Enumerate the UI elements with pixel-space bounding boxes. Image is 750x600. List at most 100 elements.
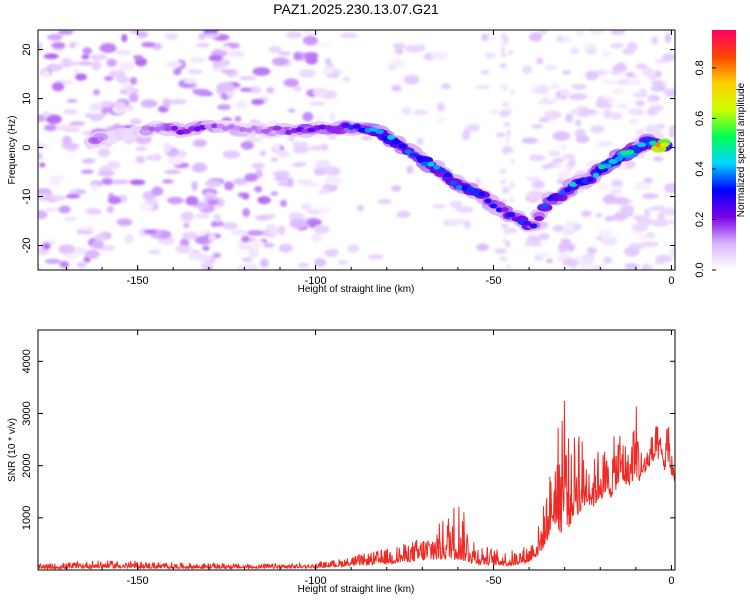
noise-blob: [436, 102, 445, 112]
ridge-blob: [489, 203, 498, 209]
noise-blob: [461, 132, 471, 141]
noise-blob: [500, 40, 508, 47]
noise-blob: [204, 33, 220, 39]
noise-blob: [543, 65, 558, 70]
noise-blob: [270, 191, 279, 196]
noise-blob: [610, 179, 623, 187]
noise-blob: [204, 191, 216, 199]
noise-blob: [595, 98, 609, 109]
noise-blob: [416, 137, 424, 145]
ridge-blob: [546, 196, 555, 202]
noise-blob: [233, 178, 248, 186]
ridge-blob: [449, 180, 458, 186]
noise-blob: [324, 166, 341, 176]
noise-blob: [610, 188, 623, 195]
noise-blob: [70, 189, 78, 194]
noise-blob: [565, 113, 574, 123]
spectrogram-x-label: Height of straight line (km): [298, 284, 415, 295]
noise-blob: [412, 109, 428, 115]
noise-blob: [74, 246, 86, 256]
noise-blob: [509, 197, 515, 203]
noise-blob: [140, 99, 158, 108]
noise-blob: [259, 150, 267, 157]
noise-blob: [38, 263, 42, 270]
noise-blob: [505, 136, 510, 143]
noise-blob: [324, 58, 332, 64]
noise-blob: [562, 153, 576, 160]
colorbar-label: Normalized spectral amplitude: [736, 82, 747, 217]
noise-blob: [662, 53, 675, 62]
noise-blob: [646, 107, 658, 117]
y-tick-label: 1000: [21, 506, 33, 530]
noise-blob: [43, 53, 59, 60]
spectrogram-y-label: Frequency (Hz): [7, 116, 18, 185]
noise-blob: [489, 108, 500, 115]
noise-blob: [495, 132, 507, 138]
noise-blob: [259, 258, 269, 268]
ridge-blob: [558, 190, 566, 196]
noise-blob: [641, 67, 655, 76]
y-tick-label: 10: [21, 92, 33, 104]
noise-blob: [135, 146, 148, 152]
noise-blob: [118, 61, 135, 72]
noise-blob: [559, 144, 568, 151]
ridge-blob: [375, 129, 384, 135]
ridge-blob: [586, 177, 594, 183]
noise-blob: [597, 229, 613, 238]
ridge-blob: [438, 167, 446, 173]
noise-blob: [510, 158, 515, 165]
noise-blob: [499, 179, 507, 185]
noise-blob: [313, 168, 328, 176]
noise-blob: [586, 247, 597, 255]
noise-blob: [69, 42, 76, 48]
noise-blob: [360, 135, 374, 140]
noise-blob: [188, 251, 205, 261]
noise-blob: [668, 129, 675, 138]
noise-blob: [597, 140, 614, 146]
noise-blob: [600, 236, 618, 246]
noise-blob: [106, 205, 115, 214]
colorbar-tick-label: 0.2: [694, 212, 706, 227]
ridge-blob: [392, 139, 401, 145]
noise-blob: [499, 256, 507, 262]
noise-blob: [81, 158, 96, 164]
noise-blob: [100, 100, 114, 108]
ridge-blob: [603, 163, 612, 169]
ridge-blob: [416, 155, 423, 161]
noise-blob: [627, 80, 642, 86]
spectrogram-frame: [37, 29, 676, 271]
ridge-blob: [427, 161, 435, 167]
noise-blob: [263, 243, 275, 248]
noise-blob: [604, 215, 616, 222]
noise-blob: [247, 86, 262, 94]
noise-blob: [441, 83, 451, 90]
spectrogram-x-ticks: -150 -100 -50 0: [65, 30, 675, 287]
noise-blob: [580, 210, 592, 217]
noise-blob: [624, 262, 640, 270]
snr-y-label: SNR (10 * v/v): [7, 418, 18, 482]
noise-blob: [628, 108, 645, 116]
noise-blob: [278, 225, 286, 236]
noise-blob: [92, 89, 101, 96]
noise-blob: [601, 79, 617, 85]
spectrogram-ridge: [83, 119, 673, 232]
noise-blob: [476, 243, 489, 251]
noise-blob: [251, 162, 265, 169]
noise-blob: [51, 42, 66, 50]
noise-blob: [293, 51, 303, 61]
noise-blob: [481, 33, 489, 42]
noise-blob: [185, 195, 199, 206]
noise-blob: [634, 181, 649, 191]
noise-blob: [552, 158, 566, 163]
noise-blob: [203, 196, 221, 202]
noise-blob: [58, 205, 71, 214]
noise-blob: [537, 233, 550, 240]
noise-blob: [132, 54, 144, 60]
noise-blob: [48, 195, 66, 201]
ridge-blob: [643, 136, 652, 142]
noise-blob: [192, 88, 211, 96]
noise-blob: [38, 41, 43, 52]
x-tick-label: -100: [305, 575, 327, 587]
noise-blob: [436, 117, 446, 123]
